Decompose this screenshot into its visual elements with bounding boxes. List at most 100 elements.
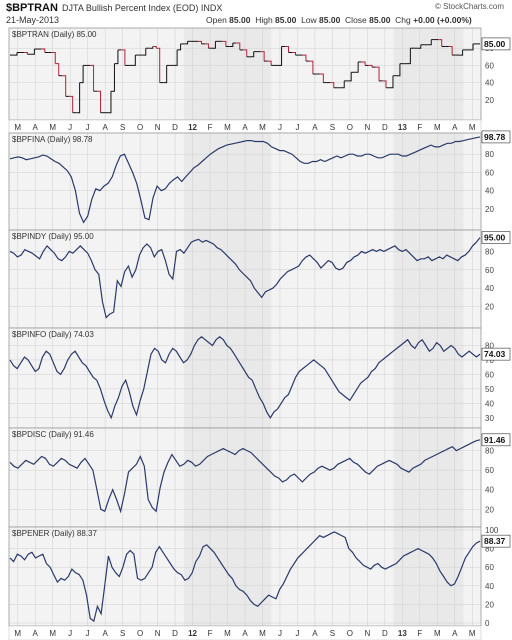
x-tick-label: N bbox=[364, 123, 370, 132]
y-tick-label: 60 bbox=[485, 61, 494, 70]
last-value-box bbox=[481, 231, 511, 244]
x-tick-label: M bbox=[224, 123, 231, 132]
series-segment bbox=[79, 65, 84, 84]
x-tick-label: J bbox=[295, 629, 299, 638]
series-segment bbox=[97, 90, 102, 113]
series-segment bbox=[417, 44, 422, 49]
series-segment bbox=[438, 39, 443, 47]
series-segment bbox=[389, 75, 394, 89]
panel-title: $BPFINA (Daily) 98.78 bbox=[12, 135, 93, 144]
y-tick-label: 30 bbox=[485, 414, 494, 423]
x-tick-label: N bbox=[155, 629, 161, 638]
chart-panel-5: 20 40 60 80 $BPDISC (Daily) 91.46 91.46 bbox=[8, 427, 511, 528]
y-tick-label: 60 bbox=[485, 466, 494, 475]
series-segment bbox=[302, 54, 307, 62]
y-tick-label: 50 bbox=[485, 385, 494, 394]
y-tick-label: 20 bbox=[485, 505, 494, 514]
x-axis-top: M A M J J A S O N D 12 F M A M J J A S O N D 13 F M A M bbox=[8, 119, 482, 134]
series-segment bbox=[292, 52, 296, 56]
series-segment bbox=[243, 49, 248, 57]
y-tick-label: 20 bbox=[485, 96, 494, 105]
x-tick-label: M bbox=[434, 123, 441, 132]
y-tick-label: 40 bbox=[485, 284, 494, 293]
series-segment bbox=[354, 61, 359, 73]
close-value: 85.00 bbox=[369, 15, 391, 25]
x-tick-label: A bbox=[242, 123, 248, 132]
last-value-label: 88.37 bbox=[484, 536, 506, 546]
last-value-box bbox=[481, 433, 511, 447]
series-segment bbox=[340, 80, 345, 89]
index-description: DJTA Bullish Percent Index (EOD) INDX bbox=[62, 3, 222, 13]
y-tick-label: 80 bbox=[485, 545, 494, 554]
series-segment bbox=[110, 63, 115, 92]
x-tick-label: O bbox=[347, 123, 353, 132]
shaded-year-band bbox=[393, 328, 464, 428]
y-tick-label: 60 bbox=[485, 370, 494, 379]
series-segment bbox=[319, 73, 324, 83]
x-tick-label: J bbox=[68, 123, 72, 132]
x-tick-label: J bbox=[278, 629, 282, 638]
x-tick-label: A bbox=[33, 629, 39, 638]
shaded-year-band bbox=[393, 230, 464, 328]
brand-watermark: © StockCharts.com bbox=[434, 2, 504, 11]
low-value: 85.00 bbox=[319, 15, 341, 25]
last-value-label: 85.00 bbox=[484, 39, 506, 49]
shaded-year-band bbox=[393, 527, 464, 626]
y-tick-label: 40 bbox=[485, 79, 494, 88]
exchange-text: INDX bbox=[200, 3, 223, 13]
x-tick-label: 13 bbox=[398, 629, 407, 638]
x-tick-label: A bbox=[102, 123, 108, 132]
series-segment bbox=[382, 80, 387, 88]
series-segment bbox=[149, 46, 154, 49]
y-tick-label: 80 bbox=[485, 447, 494, 456]
low-label: Low bbox=[301, 15, 317, 25]
series-segment bbox=[152, 45, 157, 49]
series-segment bbox=[459, 49, 464, 56]
series-segment bbox=[177, 43, 182, 51]
chart-panel-3: 20 40 60 80 $BPINDY (Daily) 95.00 95.00 bbox=[8, 229, 511, 329]
series-segment bbox=[211, 41, 216, 49]
series-segment bbox=[330, 82, 335, 88]
x-tick-label: M bbox=[14, 629, 21, 638]
x-tick-label: D bbox=[172, 123, 178, 132]
x-tick-label: O bbox=[347, 629, 353, 638]
series-segment bbox=[131, 55, 136, 66]
x-tick-label: 12 bbox=[188, 629, 197, 638]
series-segment bbox=[361, 61, 366, 66]
series-segment bbox=[23, 52, 28, 55]
shaded-year-band bbox=[393, 428, 464, 527]
series-segment bbox=[236, 42, 241, 50]
y-tick-label: 60 bbox=[485, 563, 494, 572]
series-line bbox=[9, 439, 481, 514]
x-tick-label: A bbox=[452, 629, 458, 638]
y-tick-label: 60 bbox=[485, 168, 494, 177]
panel-title: $BPINDY (Daily) 95.00 bbox=[12, 232, 94, 241]
x-tick-label: A bbox=[312, 123, 318, 132]
series-segment bbox=[62, 75, 67, 97]
x-tick-label: A bbox=[102, 629, 108, 638]
x-tick-label: J bbox=[278, 123, 282, 132]
series-segment bbox=[121, 49, 126, 66]
panel-title: $BPENER (Daily) 88.37 bbox=[12, 529, 97, 538]
axis-strip bbox=[8, 625, 482, 640]
series-segment bbox=[406, 48, 411, 65]
close-label: Close bbox=[345, 15, 367, 25]
series-segment bbox=[309, 60, 314, 74]
series-segment bbox=[368, 64, 373, 68]
x-tick-label: D bbox=[382, 123, 388, 132]
series-segment bbox=[173, 49, 178, 66]
panel-title: $BPTRAN (Daily) 85.00 bbox=[12, 30, 97, 39]
series-line bbox=[9, 136, 481, 224]
x-tick-label: J bbox=[295, 123, 299, 132]
high-value: 85.00 bbox=[275, 15, 297, 25]
x-tick-label: M bbox=[49, 629, 56, 638]
x-tick-label: O bbox=[137, 123, 143, 132]
description-text: DJTA Bullish Percent Index (EOD) bbox=[62, 3, 199, 13]
y-tick-label: 0 bbox=[485, 619, 490, 628]
chart-header: $BPTRAN DJTA Bullish Percent Index (EOD)… bbox=[0, 0, 512, 26]
x-tick-label: M bbox=[259, 123, 266, 132]
series-segment bbox=[184, 41, 189, 45]
series-segment bbox=[76, 82, 81, 114]
